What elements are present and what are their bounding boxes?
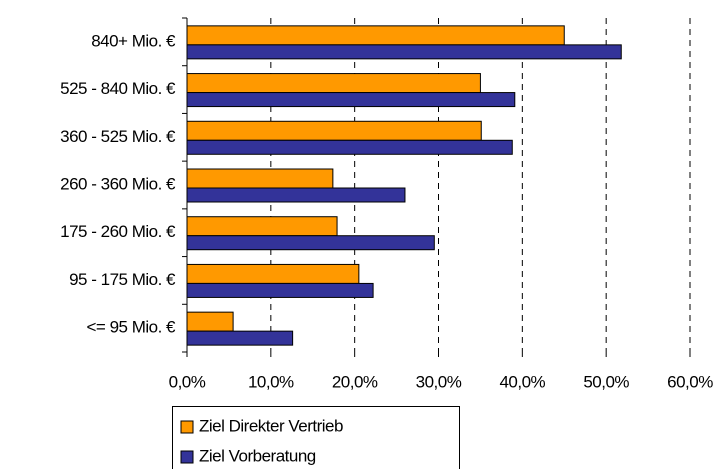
legend-box (172, 406, 460, 469)
legend-swatch (180, 450, 194, 464)
bar (186, 311, 234, 332)
x-tick-label: 30,0% (416, 372, 462, 391)
y-tick-label: 360 - 525 Mio. € (60, 127, 176, 146)
bar (186, 330, 294, 346)
bar (186, 235, 435, 251)
bar (186, 216, 338, 237)
x-tick-label: 50,0% (583, 372, 629, 391)
x-tick-label: 0,0% (169, 372, 206, 391)
bar (186, 263, 360, 284)
x-tick-label: 20,0% (332, 372, 378, 391)
bar (186, 187, 406, 203)
bar (186, 92, 516, 108)
x-tick-label: 40,0% (499, 372, 545, 391)
bar (186, 139, 513, 155)
y-tick-label: 525 - 840 Mio. € (60, 79, 176, 98)
bar (186, 73, 481, 94)
bar (186, 168, 334, 189)
bar (186, 44, 622, 60)
y-tick-label: 840+ Mio. € (91, 31, 176, 50)
x-tick-label: 60,0% (667, 372, 713, 391)
y-tick-label: 260 - 360 Mio. € (60, 174, 176, 193)
y-tick-label: 175 - 260 Mio. € (60, 222, 176, 241)
legend-label: Ziel Vorberatung (199, 446, 316, 465)
y-tick-label: <= 95 Mio. € (86, 318, 176, 337)
x-tick-label: 10,0% (248, 372, 294, 391)
bar (186, 120, 482, 141)
bar (186, 282, 374, 298)
legend-label: Ziel Direkter Vertrieb (199, 416, 343, 435)
bar (186, 25, 565, 46)
y-tick-label: 95 - 175 Mio. € (69, 270, 176, 289)
legend-swatch (180, 420, 194, 434)
